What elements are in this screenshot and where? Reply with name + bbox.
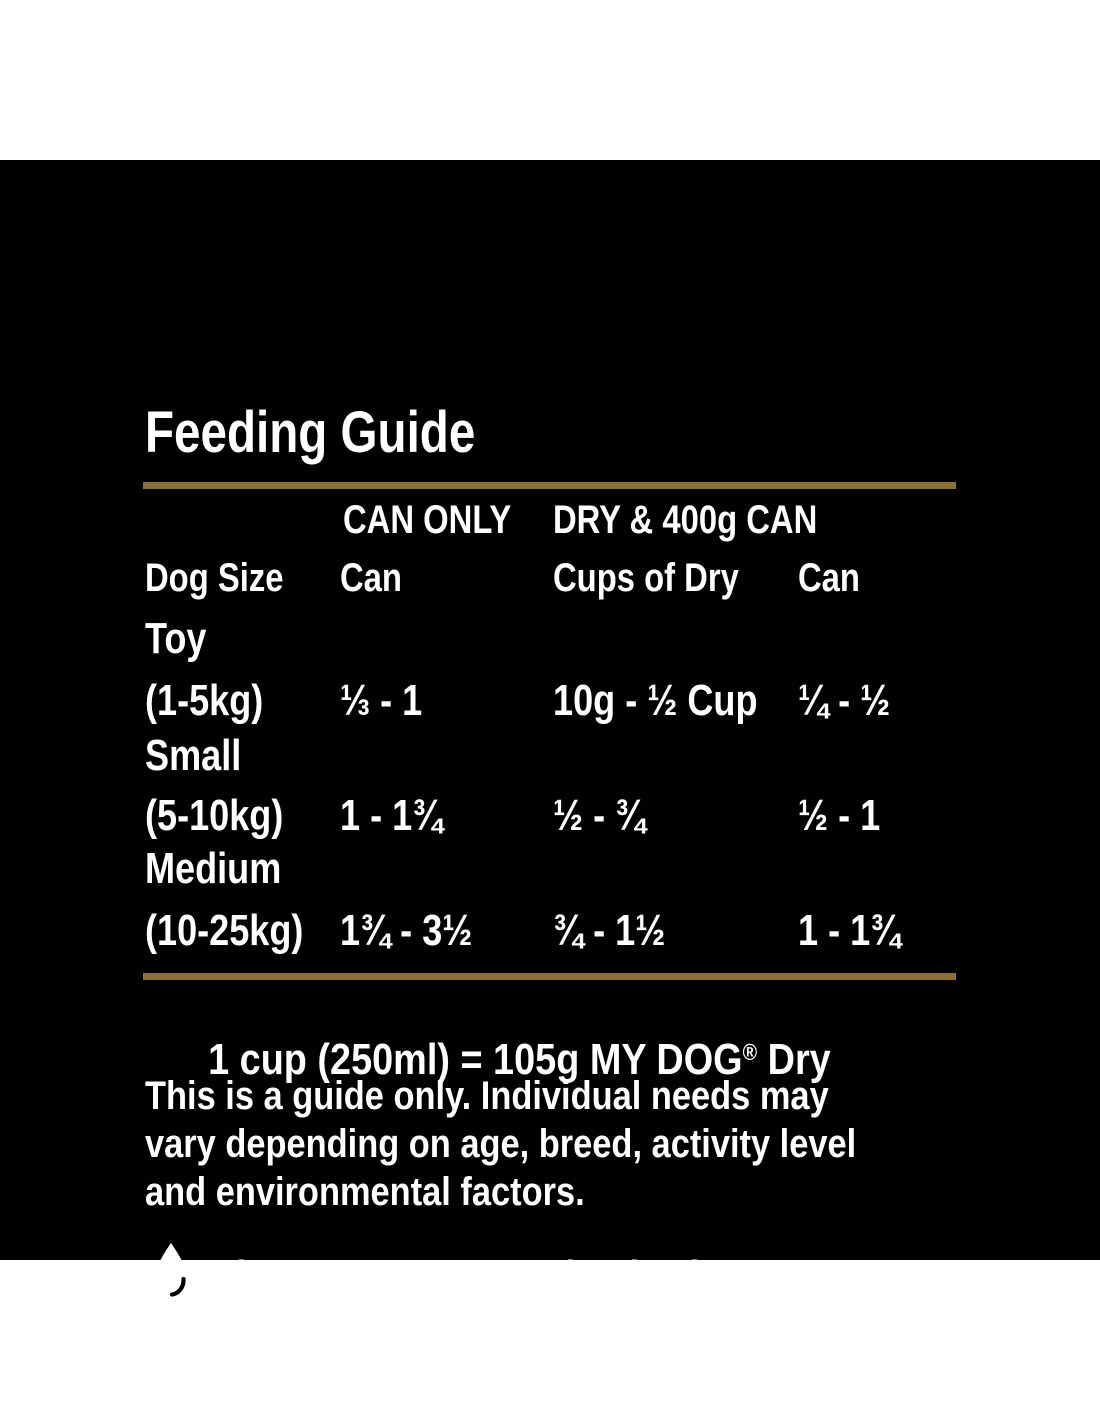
row-medium-can-only-value: 1¾ - 3½ xyxy=(340,906,473,955)
feeding-guide-title: Feeding Guide xyxy=(145,400,476,465)
row-medium-cups-of-dry-value: ¾ - 1½ xyxy=(553,906,666,955)
group-header-dry-and-can: DRY & 400g CAN xyxy=(553,498,818,542)
divider-line-bottom xyxy=(143,973,956,980)
row-small-cups-of-dry-value: ½ - ¾ xyxy=(553,791,646,840)
row-small-weight-label: (5-10kg) xyxy=(145,791,284,840)
water-note-line1: Please ensure your dog is always xyxy=(212,1252,789,1299)
water-drop-icon xyxy=(153,1243,189,1298)
column-header-can: Can xyxy=(340,556,402,600)
group-header-can-only: CAN ONLY xyxy=(343,498,512,542)
column-header-can-2: Can xyxy=(798,556,860,600)
row-toy-cups-of-dry-value: 10g - ½ Cup xyxy=(553,676,758,725)
row-small-size-label: Small xyxy=(145,731,242,780)
divider-line-top xyxy=(143,482,956,489)
water-note-line2: provided with clean fresh water. xyxy=(145,1294,693,1341)
column-header-dog-size: Dog Size xyxy=(145,556,284,600)
cup-note-text: 1 cup (250ml) = 105g MY DOG xyxy=(208,1035,743,1084)
column-header-cups-of-dry: Cups of Dry xyxy=(553,556,739,600)
row-toy-can-value: ¼ - ½ xyxy=(798,676,891,725)
row-medium-size-label: Medium xyxy=(145,844,282,893)
cup-note-suffix: Dry xyxy=(757,1035,831,1084)
row-toy-size-label: Toy xyxy=(145,614,207,663)
guide-disclaimer-text: This is a guide only. Individual needs m… xyxy=(145,1074,857,1214)
row-medium-can-value: 1 - 1¾ xyxy=(798,906,901,955)
row-toy-weight-label: (1-5kg) xyxy=(145,676,264,725)
feeding-guide-panel: Feeding Guide CAN ONLY DRY & 400g CAN Do… xyxy=(0,160,1100,1339)
row-small-can-value: ½ - 1 xyxy=(798,791,881,840)
row-toy-can-only-value: ⅓ - 1 xyxy=(340,676,423,725)
row-small-can-only-value: 1 - 1¾ xyxy=(340,791,443,840)
cup-equivalence-note: 1 cup (250ml) = 105g MY DOG® Dry xyxy=(145,994,831,1126)
row-medium-weight-label: (10-25kg) xyxy=(145,906,304,955)
registered-trademark-mark: ® xyxy=(742,1038,758,1065)
